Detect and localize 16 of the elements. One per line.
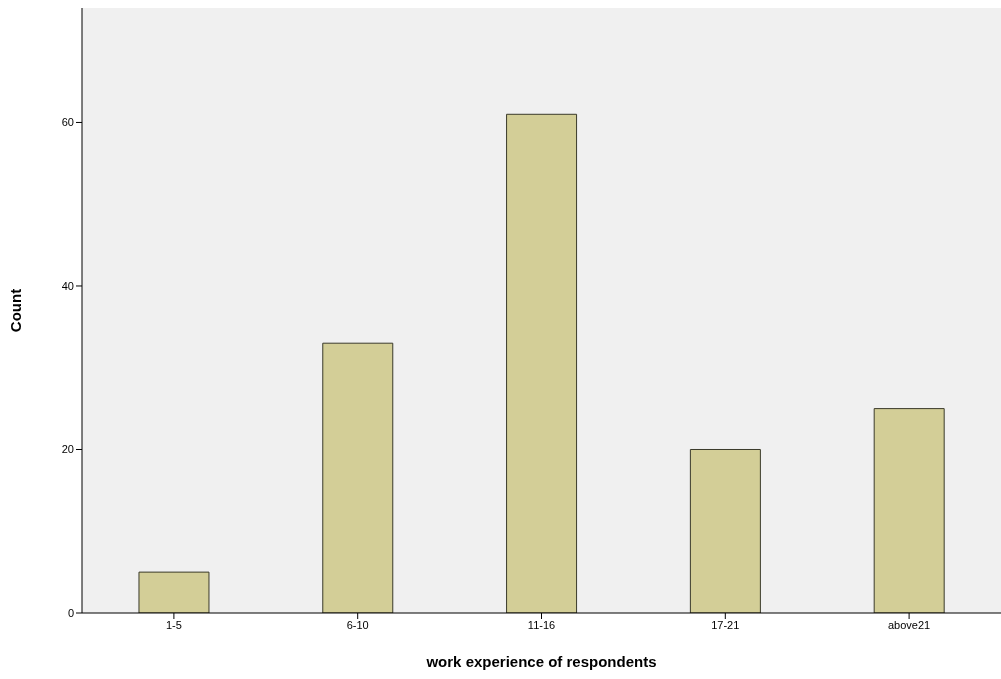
bar bbox=[138, 571, 210, 613]
x-tick-label: 11-16 bbox=[527, 618, 556, 631]
y-tick-label: 0 bbox=[67, 606, 74, 619]
bar bbox=[873, 408, 945, 613]
x-tick-label: above21 bbox=[887, 618, 931, 631]
y-tick-label: 20 bbox=[61, 443, 74, 456]
x-tick-label: 1-5 bbox=[165, 618, 182, 631]
bar bbox=[689, 448, 761, 613]
y-tick-label: 60 bbox=[61, 116, 74, 129]
y-tick-label: 40 bbox=[61, 279, 74, 292]
bar bbox=[506, 113, 578, 613]
y-axis-title: Count bbox=[7, 288, 25, 333]
x-axis-title: work experience of respondents bbox=[425, 653, 657, 670]
x-tick-label: 6-10 bbox=[346, 618, 369, 631]
bar bbox=[322, 342, 394, 613]
x-tick-label: 17-21 bbox=[711, 618, 740, 631]
